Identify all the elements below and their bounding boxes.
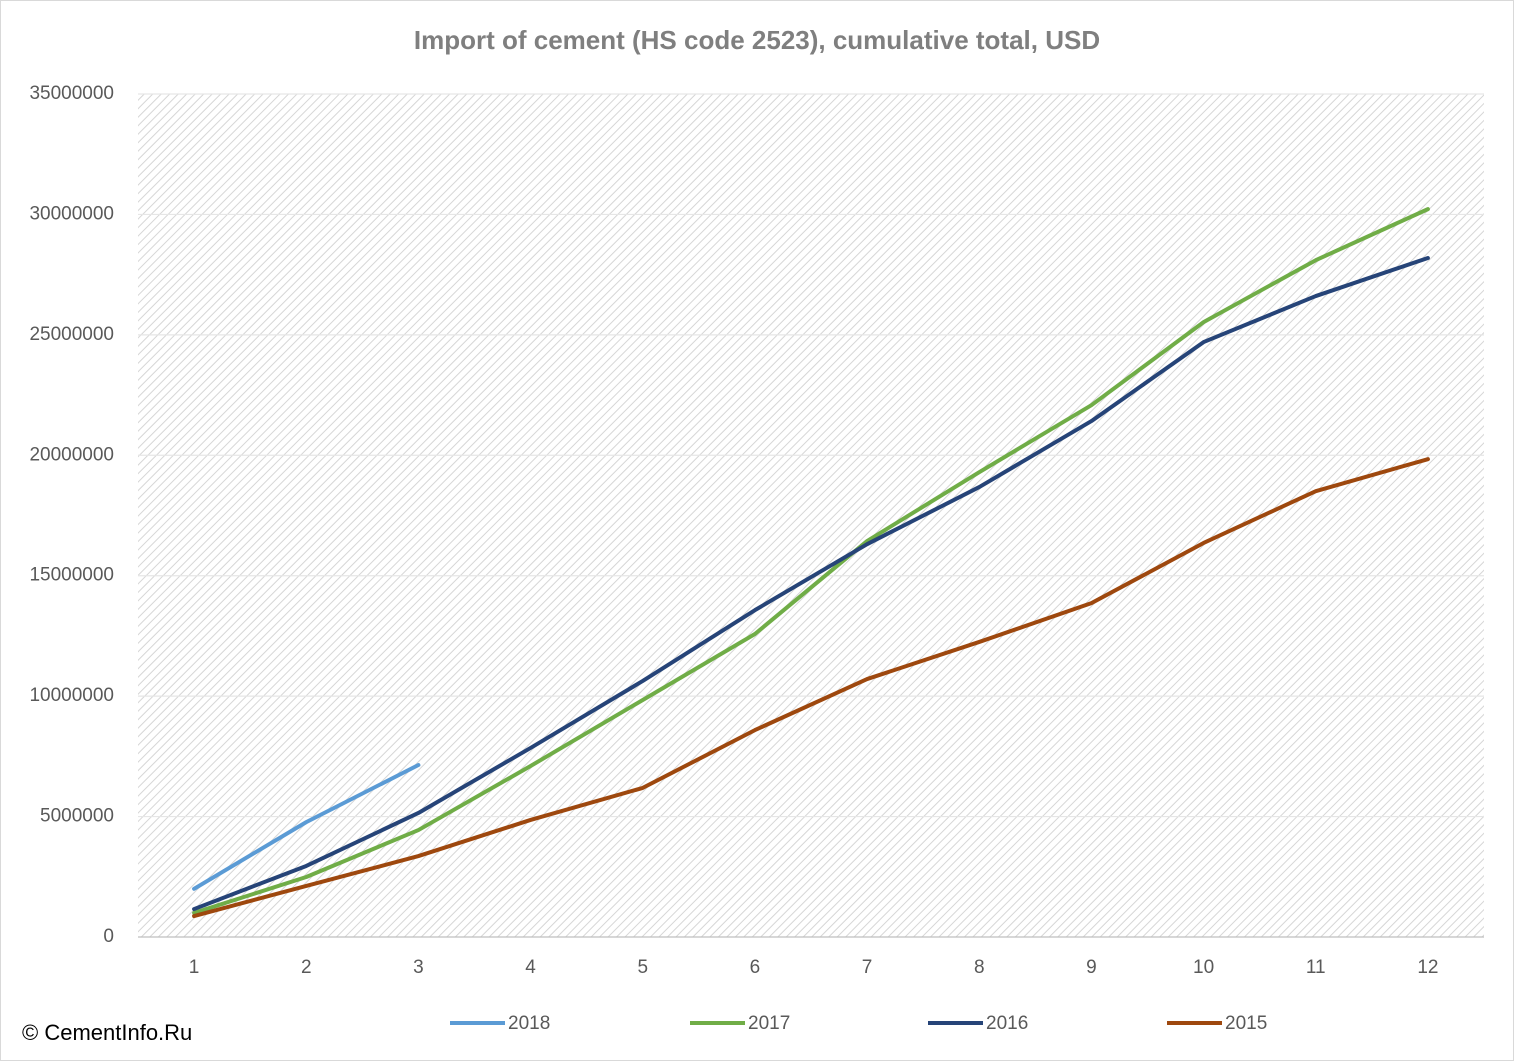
- y-tick-label: 5000000: [40, 806, 114, 827]
- series-line: [192, 207, 1430, 915]
- chart-title: Import of cement (HS code 2523), cumulat…: [414, 25, 1100, 55]
- x-tick-label: 8: [974, 957, 985, 978]
- x-tick-label: 9: [1086, 957, 1097, 978]
- x-tick-label: 5: [637, 957, 648, 978]
- legend-label: 2017: [748, 1013, 790, 1034]
- plot-area: [138, 94, 1484, 937]
- x-tick-label: 12: [1417, 957, 1438, 978]
- x-tick-label: 7: [862, 957, 873, 978]
- series-line: [192, 256, 1430, 912]
- x-tick-label: 3: [413, 957, 424, 978]
- y-tick-label: 30000000: [29, 203, 114, 224]
- y-tick-label: 0: [103, 926, 114, 947]
- x-tick-label: 11: [1306, 957, 1326, 978]
- y-tick-label: 20000000: [29, 444, 114, 465]
- legend-label: 2015: [1225, 1013, 1267, 1034]
- y-tick-label: 10000000: [29, 685, 114, 706]
- legend-label: 2018: [508, 1013, 550, 1034]
- x-tick-label: 10: [1193, 957, 1214, 978]
- y-tick-label: 35000000: [29, 83, 114, 104]
- x-tick-label: 1: [189, 957, 200, 978]
- x-tick-label: 6: [750, 957, 761, 978]
- series-line: [192, 457, 1430, 919]
- legend-label: 2016: [986, 1013, 1028, 1034]
- copyright: © CementInfo.Ru: [22, 1020, 192, 1045]
- x-tick-label: 4: [525, 957, 536, 978]
- x-tick-label: 2: [301, 957, 312, 978]
- y-tick-label: 25000000: [29, 324, 114, 345]
- y-tick-label: 15000000: [29, 565, 114, 586]
- series-line: [192, 763, 421, 891]
